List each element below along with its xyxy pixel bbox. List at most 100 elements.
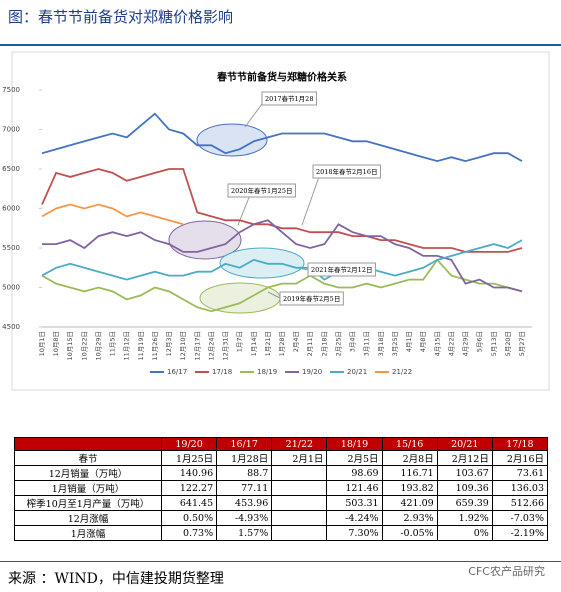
legend-label: 19/20	[302, 368, 322, 376]
table-cell	[271, 480, 328, 496]
y-tick-label: 5500	[2, 244, 20, 252]
table-row: 春节 1月25日 1月28日 2月1日 2月5日 2月8日 2月12日 2月16日	[14, 450, 549, 466]
series-line	[41, 168, 523, 253]
y-tick-label: 6000	[2, 205, 20, 213]
x-tick-label: 3月11日	[363, 331, 371, 356]
x-tick-label: 3月18日	[377, 331, 385, 356]
table-cell	[14, 437, 162, 451]
table-cell: 136.03	[491, 480, 549, 496]
annotation-box	[261, 91, 317, 106]
table-cell: 77.11	[216, 480, 273, 496]
table-cell: 1月28日	[216, 450, 273, 466]
series-line	[41, 239, 523, 281]
table-cell: -4.24%	[326, 510, 383, 526]
x-tick-label: 10月8日	[52, 331, 60, 356]
table-cell: 1月涨幅	[14, 525, 162, 541]
table-cell: 17/18	[491, 437, 549, 451]
table-cell: 453.96	[216, 495, 273, 511]
annotation-box	[279, 291, 344, 306]
leader	[244, 103, 263, 128]
watermark: CFC农产品研究	[468, 565, 545, 578]
table-cell: 1月25日	[160, 450, 218, 466]
table-row: 1月销量（万吨） 122.27 77.11 121.46 193.82 109.36 136…	[14, 480, 549, 496]
x-tick-label: 4月15日	[433, 331, 441, 356]
table-cell: 2.93%	[381, 510, 438, 526]
x-tick-label: 5月27日	[518, 331, 526, 356]
ellipse	[168, 220, 242, 260]
legend-label: 21/22	[392, 368, 412, 376]
table-cell: 503.31	[326, 495, 383, 511]
legend-label: 16/17	[167, 368, 187, 376]
table-cell: 512.66	[491, 495, 549, 511]
rule	[0, 44, 561, 46]
y-tick-label: 5000	[2, 284, 20, 292]
table-cell: 641.45	[160, 495, 218, 511]
page-title: 图：春节节前备货对郑糖价格影响	[8, 8, 234, 26]
series-line	[41, 258, 523, 313]
x-tick-label: 10月15日	[66, 331, 74, 361]
x-tick-label: 5月6日	[476, 331, 484, 352]
table-cell: 榨季10月至1月产量（万吨）	[14, 495, 162, 511]
table-cell	[271, 525, 328, 541]
x-tick-label: 11月5日	[109, 331, 117, 356]
table-cell: 0%	[436, 525, 493, 541]
legend-label: 17/18	[212, 368, 232, 376]
table-cell	[271, 495, 328, 511]
x-tick-label: 3月25日	[391, 331, 399, 356]
x-tick-label: 11月12日	[123, 331, 131, 361]
table-cell: 103.67	[436, 465, 493, 481]
leader	[267, 291, 281, 299]
table-cell: 2月12日	[436, 450, 493, 466]
table-cell: 0.73%	[160, 525, 218, 541]
table-cell: -2.19%	[491, 525, 549, 541]
annotation: 2018年春节2月16日	[316, 167, 377, 176]
table-cell: 19/20	[160, 437, 218, 451]
annotation-box	[227, 183, 296, 198]
annotation: 2020年春节1月25日	[231, 186, 292, 195]
table-row: 19/20 16/17 21/22 18/19 15/16 20/21 17/18	[14, 437, 549, 451]
x-tick-label: 12月24日	[207, 331, 215, 361]
table-cell	[271, 465, 328, 481]
x-tick-label: 1月28日	[278, 331, 286, 356]
series-line	[41, 112, 523, 163]
table-row: 1月涨幅 0.73% 1.57% 7.30% -0.05% 0% -2.19%	[14, 525, 549, 541]
annotation: 2017春节1月28	[265, 94, 313, 103]
x-tick-label: 10月1日	[38, 331, 46, 356]
table-cell: 140.96	[160, 465, 218, 481]
table-cell: 0.50%	[160, 510, 218, 526]
table-cell: 1月销量（万吨）	[14, 480, 162, 496]
x-tick-label: 12月17日	[193, 331, 201, 361]
x-tick-label: 11月26日	[151, 331, 159, 361]
y-tick-label: 7000	[2, 126, 20, 134]
chart: 春节节前备货与郑糖价格关系 4500 5000 5500 6000 6500 7000 75…	[2, 51, 550, 391]
x-tick-label: 2月25日	[334, 331, 342, 356]
table-cell: 21/22	[271, 437, 328, 451]
table-cell: 109.36	[436, 480, 493, 496]
y-tick-label: 4500	[2, 323, 20, 331]
table-cell: 116.71	[381, 465, 438, 481]
highlights	[168, 103, 321, 314]
x-tick-label: 3月4日	[349, 331, 357, 352]
annotation-box	[312, 164, 381, 179]
table-cell: 2月1日	[271, 450, 328, 466]
series-line	[41, 203, 184, 226]
table-cell	[271, 510, 328, 526]
x-tick-label: 4月1日	[405, 331, 413, 352]
table-cell: 122.27	[160, 480, 218, 496]
table-cell: 12月销量（万吨）	[14, 465, 162, 481]
table-cell: 2月8日	[381, 450, 438, 466]
table-cell: 1.57%	[216, 525, 273, 541]
x-tick-label: 2月4日	[292, 331, 300, 352]
table-cell: 7.30%	[326, 525, 383, 541]
x-tick-label: 11月19日	[137, 331, 145, 361]
x-tick-label: 12月3日	[165, 331, 173, 356]
y-tick-label: 7500	[2, 86, 20, 94]
x-tick-label: 2月18日	[320, 331, 328, 356]
chart-frame	[11, 51, 550, 391]
table-cell: 1.92%	[436, 510, 493, 526]
leader	[301, 173, 321, 226]
table-cell: -7.03%	[491, 510, 549, 526]
data-table: 19/20 16/17 21/22 18/19 15/16 20/21 17/18 春节 1月2…	[14, 437, 549, 541]
legend-label: 20/21	[347, 368, 367, 376]
